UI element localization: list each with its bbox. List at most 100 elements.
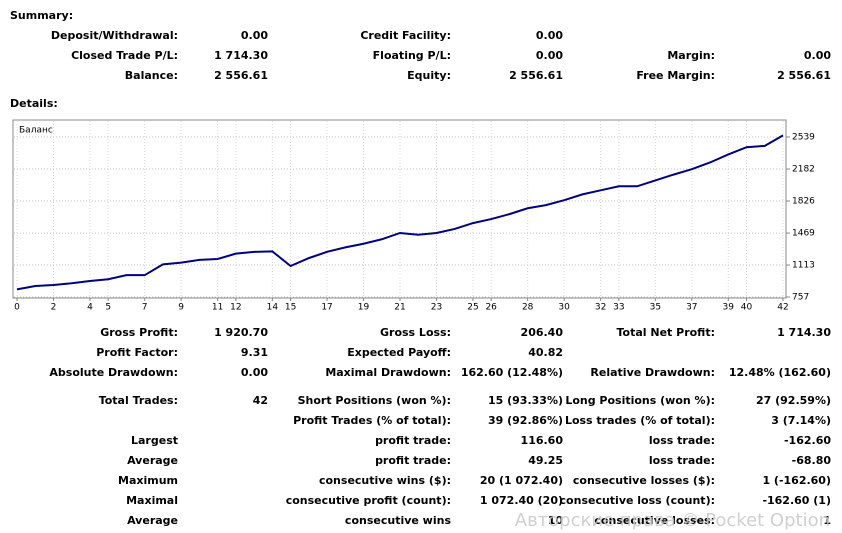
field-label: Average [127,454,178,467]
field-value: 1 714.30 [214,49,268,62]
x-tick-label: 42 [777,303,788,313]
x-tick-label: 32 [595,303,606,313]
field-label: Total Trades: [99,394,178,407]
field-label: Free Margin: [636,69,715,82]
field-label: Loss trades (% of total): [565,414,715,427]
field-label: consecutive wins ($): [319,474,451,487]
field-value: 116.60 [521,434,564,447]
field-value: 15 (93.33%) [488,394,563,407]
field-label: Closed Trade P/L: [71,49,178,62]
x-tick-label: 14 [267,303,279,313]
details-title: Details: [10,97,58,110]
field-value: 1 920.70 [214,326,268,339]
field-label: loss trade: [649,434,715,447]
x-tick-label: 17 [321,303,332,313]
field-label: Absolute Drawdown: [49,366,178,379]
x-tick-label: 5 [105,303,111,313]
field-value: 1 (-162.60) [762,474,831,487]
x-tick-label: 0 [14,303,20,313]
field-label: Relative Drawdown: [590,366,715,379]
field-label: consecutive losses ($): [573,474,715,487]
x-tick-label: 15 [285,303,296,313]
field-label: Balance: [125,69,178,82]
field-label: Gross Loss: [380,326,451,339]
field-value: -68.80 [792,454,832,467]
x-tick-label: 2 [51,303,57,313]
field-value: 2 556.61 [214,69,268,82]
y-tick-label: 1826 [792,197,815,207]
field-label: profit trade: [375,454,451,467]
field-value: 0.00 [536,49,563,62]
field-label: Profit Factor: [96,346,178,359]
x-tick-label: 9 [178,303,184,313]
field-label: Long Positions (won %): [565,394,715,407]
field-label: consecutive profit (count): [286,494,451,507]
x-tick-label: 37 [686,303,697,313]
field-label: Profit Trades (% of total): [293,414,451,427]
field-label: Maximal [126,494,178,507]
field-value: 0.00 [804,49,831,62]
field-label: Average [127,514,178,527]
x-tick-label: 21 [394,303,405,313]
field-label: Largest [131,434,178,447]
field-value: 2 556.61 [777,69,831,82]
field-label: Expected Payoff: [347,346,451,359]
x-tick-label: 23 [431,303,442,313]
x-tick-label: 39 [723,303,735,313]
field-value: 206.40 [521,326,564,339]
field-label: Equity: [407,69,451,82]
field-label: profit trade: [375,434,451,447]
field-label: Deposit/Withdrawal: [51,29,178,42]
field-label: Short Positions (won %): [298,394,451,407]
field-label: consecutive loss (count): [560,494,715,507]
field-value: 39 (92.86%) [488,414,563,427]
field-label: loss trade: [649,454,715,467]
field-label: Total Net Profit: [617,326,716,339]
field-value: 3 (7.14%) [771,414,831,427]
field-label: Credit Facility: [360,29,451,42]
x-tick-label: 19 [358,303,370,313]
x-tick-label: 4 [87,303,93,313]
x-tick-label: 35 [650,303,661,313]
field-value: 162.60 (12.48%) [461,366,563,379]
field-label: Maximal Drawdown: [325,366,451,379]
field-label: Gross Profit: [100,326,178,339]
x-tick-label: 33 [613,303,624,313]
field-value: 10 [548,514,564,527]
field-value: 1 072.40 (20) [480,494,563,507]
field-value: 49.25 [528,454,563,467]
field-value: -162.60 (1) [762,494,831,507]
x-tick-label: 25 [467,303,478,313]
field-value: 0.00 [241,366,268,379]
field-label: Margin: [667,49,715,62]
x-tick-label: 40 [741,303,753,313]
field-value: 0.00 [241,29,268,42]
field-label: consecutive wins [345,514,452,527]
field-value: 2 556.61 [509,69,563,82]
y-tick-label: 1469 [792,229,815,239]
x-tick-label: 11 [212,303,223,313]
field-value: 27 (92.59%) [756,394,831,407]
field-value: 12.48% (162.60) [729,366,831,379]
x-tick-label: 12 [230,303,241,313]
chart-title: Баланс [19,126,53,136]
balance-line [16,134,784,291]
x-tick-label: 26 [485,303,497,313]
y-tick-label: 1113 [792,261,815,271]
x-tick-label: 30 [558,303,570,313]
y-tick-label: 757 [792,293,809,303]
y-tick-label: 2539 [792,132,815,142]
y-tick-label: 2182 [792,165,815,175]
field-value: 9.31 [241,346,268,359]
field-value: 1 [823,514,831,527]
field-value: -162.60 [784,434,831,447]
watermark: Авторские права © Pocket Option [515,510,830,531]
field-label: Floating P/L: [373,49,451,62]
field-value: 42 [253,394,268,407]
x-tick-label: 7 [142,303,148,313]
field-value: 0.00 [536,29,563,42]
field-value: 20 (1 072.40) [480,474,563,487]
field-label: Maximum [118,474,178,487]
